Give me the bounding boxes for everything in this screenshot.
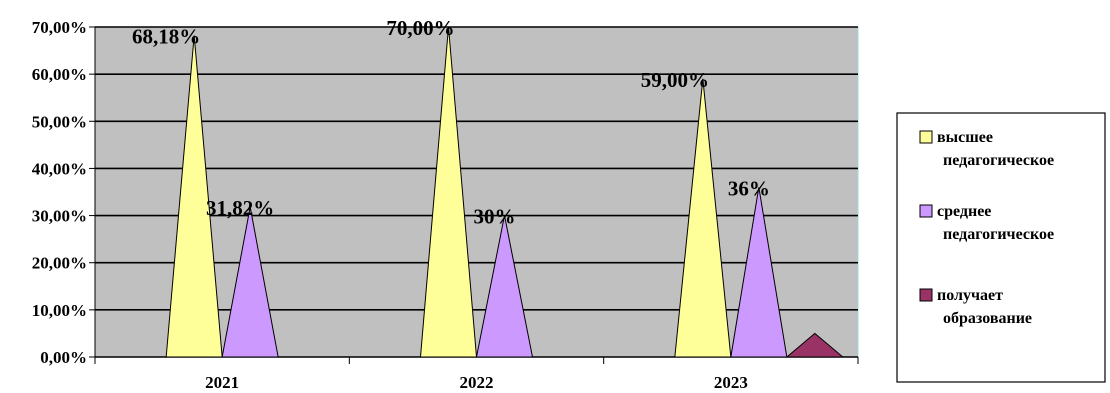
legend-swatch	[919, 204, 933, 218]
y-tick-label: 60,00%	[32, 65, 87, 84]
cone-mark	[419, 26, 478, 358]
legend-label: среднее	[937, 203, 991, 220]
y-tick-label: 0,00%	[40, 348, 87, 367]
y-tick-label: 40,00%	[32, 159, 87, 178]
data-labels: 68,18% 70,00% 59,00% 31,82% 30% 36%	[132, 16, 770, 229]
data-label: 68,18%	[132, 25, 200, 49]
cone-mark	[674, 78, 732, 358]
legend-swatch	[919, 288, 933, 302]
cone-mark	[730, 187, 788, 358]
y-tick-label: 70,00%	[32, 18, 87, 37]
legend: высшее педагогическое среднее педагогическо…	[896, 112, 1106, 383]
legend-label: получает	[937, 287, 1003, 304]
data-label: 59,00%	[641, 68, 709, 92]
x-axis-ticks: 2021 2022 2023	[94, 356, 859, 392]
data-label: 36%	[728, 176, 770, 200]
data-label: 70,00%	[386, 16, 454, 40]
data-marks	[165, 26, 845, 358]
legend-box	[896, 112, 1106, 383]
legend-swatch	[919, 130, 933, 144]
legend-label: образование	[943, 310, 1032, 327]
y-axis-ticks: 0,00% 10,00% 20,00% 30,00% 40,00% 50,00% 60,00…	[32, 18, 96, 367]
data-label: 31,82%	[206, 196, 274, 220]
gridlines	[95, 26, 858, 311]
legend-label: высшее	[937, 129, 993, 146]
y-tick-label: 20,00%	[32, 254, 87, 273]
cone-mark	[221, 206, 279, 358]
cone-mark	[165, 35, 223, 358]
plot-area	[94, 26, 859, 358]
x-tick-label: 2021	[205, 373, 239, 392]
cone-mark	[475, 215, 534, 358]
x-tick-label: 2022	[460, 373, 494, 392]
cone-mark	[785, 332, 845, 358]
y-tick-label: 50,00%	[32, 112, 87, 131]
legend-label: педагогическое	[943, 152, 1054, 169]
y-tick-label: 10,00%	[32, 301, 87, 320]
x-tick-label: 2023	[714, 373, 748, 392]
data-label: 30%	[474, 205, 516, 229]
y-tick-label: 30,00%	[32, 207, 87, 226]
legend-label: педагогическое	[943, 226, 1054, 243]
